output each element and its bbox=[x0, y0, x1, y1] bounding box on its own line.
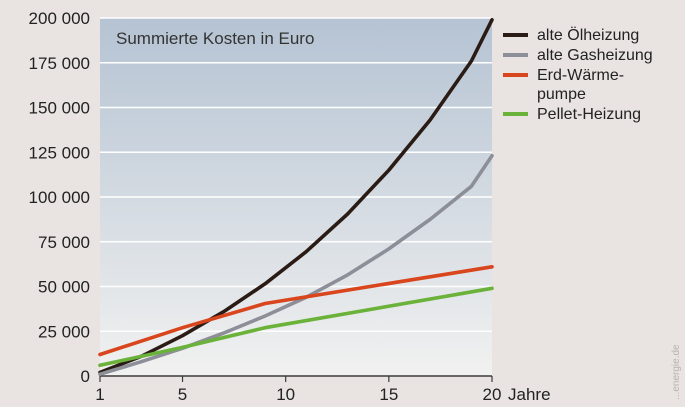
legend-label: Pellet-Heizung bbox=[537, 106, 641, 123]
x-tick-label: 15 bbox=[379, 385, 398, 404]
y-tick-label: 75 000 bbox=[38, 233, 90, 252]
y-tick-label: 175 000 bbox=[29, 54, 90, 73]
legend-label: Erd-Wärme- bbox=[537, 67, 624, 84]
legend-label: pumpe bbox=[537, 86, 586, 103]
credit-text: ...energie.de bbox=[671, 344, 682, 400]
chart-title: Summierte Kosten in Euro bbox=[116, 29, 314, 48]
x-tick-label: 20 bbox=[483, 385, 502, 404]
legend-label: alte Ölheizung bbox=[537, 26, 639, 44]
series-line bbox=[98, 265, 494, 357]
x-tick-label: 1 bbox=[95, 385, 104, 404]
x-tick-label: 10 bbox=[276, 385, 295, 404]
series-line bbox=[98, 18, 494, 375]
y-tick-label: 50 000 bbox=[38, 278, 90, 297]
y-tick-label: 200 000 bbox=[29, 9, 90, 28]
y-tick-label: 0 bbox=[81, 367, 90, 386]
y-tick-label: 100 000 bbox=[29, 188, 90, 207]
x-axis-label: Jahre bbox=[508, 385, 551, 404]
y-tick-label: 25 000 bbox=[38, 322, 90, 341]
x-tick-label: 5 bbox=[178, 385, 187, 404]
series-line bbox=[98, 286, 494, 368]
legend-label: alte Gasheizung bbox=[537, 47, 653, 64]
y-tick-label: 125 000 bbox=[29, 143, 90, 162]
y-tick-label: 150 000 bbox=[29, 99, 90, 118]
